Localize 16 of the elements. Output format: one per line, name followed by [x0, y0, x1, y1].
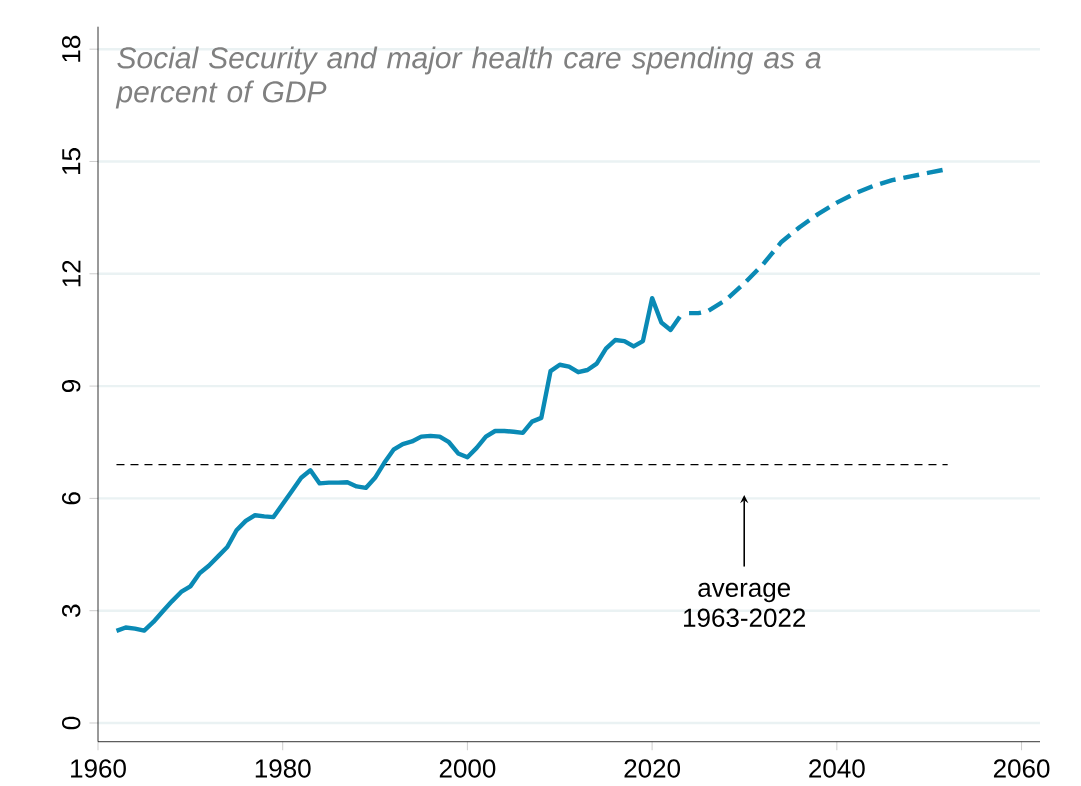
y-tick-label: 3 — [61, 604, 81, 617]
x-tick-label: 2020 — [624, 759, 681, 778]
y-tick-label: 12 — [62, 260, 81, 287]
x-tick-label: 2040 — [809, 759, 865, 778]
x-tick-label: 2060 — [993, 759, 1050, 778]
y-tick-label: 9 — [61, 379, 81, 392]
y-tick-label: 15 — [62, 147, 81, 174]
y-tick-label: 6 — [61, 492, 81, 505]
ref-line-label: average 1963-2022 — [684, 582, 806, 627]
y-tick-label: 0 — [61, 716, 81, 730]
text: Social Security and major health care spending as a percent of GDP — [115, 46, 821, 109]
line-series — [114, 295, 683, 633]
x-tick-label: 2000 — [439, 759, 496, 778]
x-tick-label: 1980 — [255, 759, 311, 778]
x-tick-label: 1960 — [71, 759, 126, 778]
y-tick-label: 18 — [61, 35, 81, 62]
